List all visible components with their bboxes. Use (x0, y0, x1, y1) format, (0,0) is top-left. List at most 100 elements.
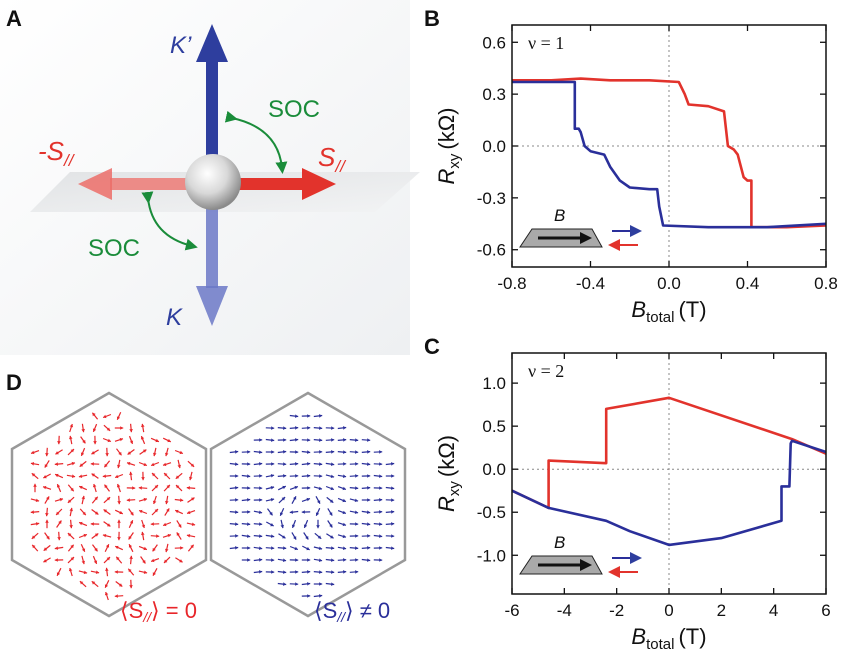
spin-vector-head (283, 582, 287, 586)
spin-vector-head (129, 585, 133, 589)
spin-vector-head (247, 510, 251, 514)
spin-vector-head (94, 496, 98, 501)
spin-vector-head (331, 570, 335, 574)
spin-vector-head (92, 484, 97, 488)
spin-vector-head (156, 534, 160, 538)
y-tick-label: -0.6 (477, 241, 506, 260)
spin-vector-head (294, 546, 298, 551)
spin-vector-head (167, 438, 171, 443)
spin-vector-head (342, 534, 346, 539)
spin-vector-head (235, 462, 239, 466)
spin-vector-head (43, 485, 47, 490)
spin-vector-head (391, 462, 395, 466)
spin-vector-head (54, 462, 58, 466)
spin-vector-head (91, 451, 95, 455)
spin-vector-head (379, 498, 383, 502)
spin-vector-head (31, 535, 36, 539)
spin-vector-head (247, 462, 251, 466)
spin-vector-head (106, 497, 111, 501)
spin-vector-head (45, 453, 49, 457)
spin-texture-right (229, 414, 395, 598)
spin-vector-head (91, 473, 96, 477)
x-tick-label: -2 (609, 601, 624, 620)
spin-vector-head (279, 512, 284, 516)
spin-vector-head (141, 531, 145, 536)
spin-vector-head (165, 500, 169, 505)
spin-vector-head (115, 474, 119, 479)
field-arrowhead (580, 232, 592, 244)
spin-vector-head (164, 473, 168, 477)
spin-vector-head (189, 476, 193, 481)
y-axis-label: Rxy(kΩ) (434, 108, 463, 185)
spin-vector-head (91, 581, 96, 585)
spin-vector-head (391, 522, 395, 526)
spin-vector-head (150, 522, 154, 526)
spin-vector-head (319, 474, 323, 478)
spin-vector-head (93, 560, 98, 564)
spin-vector-head (94, 547, 98, 552)
spin-vector-head (59, 497, 63, 502)
x-tick-label: -0.8 (497, 274, 526, 293)
spin-vector-head (106, 557, 110, 561)
k-arrowhead (196, 286, 228, 326)
spin-vector-head (271, 438, 275, 442)
spin-vector-head (307, 594, 311, 598)
field-arrowhead (580, 559, 592, 571)
sweep-direction-inset: B (519, 206, 642, 251)
spin-vector-head (367, 534, 371, 538)
spin-vector-head (283, 462, 287, 466)
spin-vector-head (329, 499, 334, 503)
y-tick-label: 0.0 (482, 137, 506, 156)
x-tick-label: 0.4 (736, 274, 760, 293)
spin-vector-head (55, 451, 59, 455)
spin-vector-head (259, 438, 263, 442)
spin-vector-head (295, 426, 299, 430)
y-tick-label: -0.3 (477, 189, 506, 208)
spin-vector-head (318, 558, 323, 562)
spin-vector-head (319, 582, 323, 586)
spin-vector-head (305, 536, 309, 540)
panel-label-b: B (424, 6, 440, 31)
spin-vector-head (70, 544, 74, 549)
spin-vector-head (69, 424, 74, 428)
spin-vector-head (103, 509, 108, 513)
spin-vector-head (141, 477, 145, 481)
spin-vector-head (379, 474, 383, 478)
spin-vector-head (30, 510, 34, 514)
spin-vector-head (90, 522, 94, 526)
spin-vector-head (355, 450, 359, 454)
spin-vector-head (259, 450, 263, 454)
spin-vector-head (105, 453, 109, 457)
spin-vector-head (271, 570, 275, 574)
spin-vector-head (151, 558, 155, 563)
spin-vector-head (152, 547, 156, 552)
spin-vector-head (282, 535, 286, 539)
spin-vector-head (175, 509, 179, 514)
y-tick-label: 0.0 (482, 460, 506, 479)
spin-vector-head (127, 461, 131, 466)
spin-vector-head (307, 426, 311, 430)
spin-vector-head (143, 462, 147, 467)
spin-vector-head (318, 546, 323, 550)
spin-vector-head (259, 558, 263, 562)
spin-vector-head (103, 414, 107, 419)
y-tick-label: 1.0 (482, 374, 506, 393)
spin-vector-head (318, 486, 322, 491)
spin-vector-head (104, 463, 108, 468)
spin-vector-head (355, 438, 359, 442)
spin-vector-head (391, 498, 395, 502)
s-shaft (225, 178, 305, 190)
series-line-red (511, 396, 827, 510)
spin-vector-head (331, 426, 335, 430)
spin-vector-head (176, 485, 180, 489)
spin-vector-head (259, 498, 263, 502)
spin-vector-head (32, 544, 36, 549)
x-axis-label: Btotal (T) (631, 297, 706, 326)
spin-vector-head (235, 474, 239, 478)
spin-vector-head (330, 486, 334, 491)
spin-vector-head (179, 559, 183, 563)
spin-vector-head (271, 426, 275, 430)
spin-vector-head (303, 524, 308, 528)
k-prime-label: K’ (170, 32, 192, 59)
spin-vector-head (58, 520, 62, 524)
